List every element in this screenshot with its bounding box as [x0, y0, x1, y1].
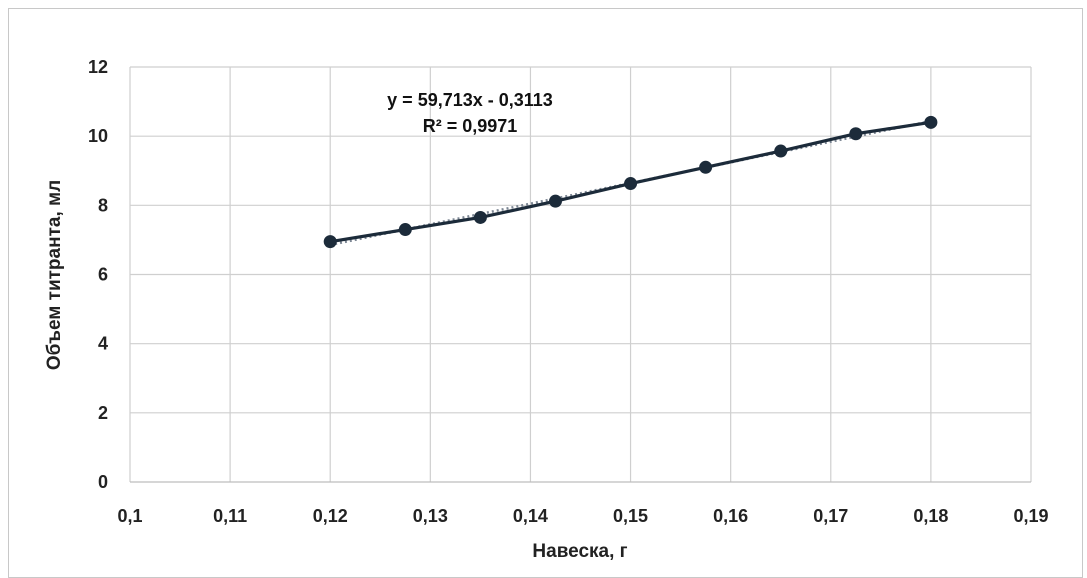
data-point — [699, 160, 713, 174]
trendline-equation: y = 59,713x - 0,3113 — [387, 90, 553, 110]
y-tick-label: 8 — [98, 195, 108, 215]
data-point — [924, 115, 938, 129]
y-tick-label: 0 — [98, 472, 108, 492]
x-tick-label: 0,17 — [813, 506, 848, 526]
x-tick-label: 0,13 — [413, 506, 448, 526]
y-tick-label: 4 — [98, 334, 108, 354]
y-axis-title: Объем титранта, мл — [44, 180, 65, 370]
x-tick-label: 0,16 — [713, 506, 748, 526]
y-tick-labels: 0 2 4 6 8 10 12 — [88, 57, 108, 492]
y-tick-label: 6 — [98, 265, 108, 285]
grid-lines — [129, 66, 1032, 483]
data-point — [473, 210, 487, 224]
data-point — [323, 235, 337, 249]
x-tick-labels: 0,1 0,11 0,12 0,13 0,14 0,15 0,16 0,17 0,18 0,19 — [117, 506, 1048, 526]
x-tick-label: 0,19 — [1013, 506, 1048, 526]
x-tick-label: 0,18 — [913, 506, 948, 526]
x-tick-label: 0,11 — [213, 506, 247, 526]
data-series — [323, 115, 938, 249]
y-tick-label: 2 — [98, 403, 108, 423]
x-axis-title: Навеска, г — [532, 541, 627, 562]
trendline-r-squared: R² = 0,9971 — [423, 116, 518, 136]
chart-frame — [8, 8, 1083, 578]
x-tick-label: 0,14 — [513, 506, 548, 526]
y-tick-label: 10 — [88, 126, 108, 146]
data-point — [849, 127, 863, 141]
data-point — [774, 144, 788, 158]
x-tick-label: 0,12 — [313, 506, 348, 526]
data-point — [548, 194, 562, 208]
y-tick-label: 12 — [88, 57, 108, 77]
x-tick-label: 0,1 — [117, 506, 142, 526]
x-tick-label: 0,15 — [613, 506, 648, 526]
data-point — [624, 177, 638, 191]
chart-canvas: 0,1 0,11 0,12 0,13 0,14 0,15 0,16 0,17 0,18 0,19 … — [44, 57, 1049, 562]
data-point — [398, 223, 412, 237]
